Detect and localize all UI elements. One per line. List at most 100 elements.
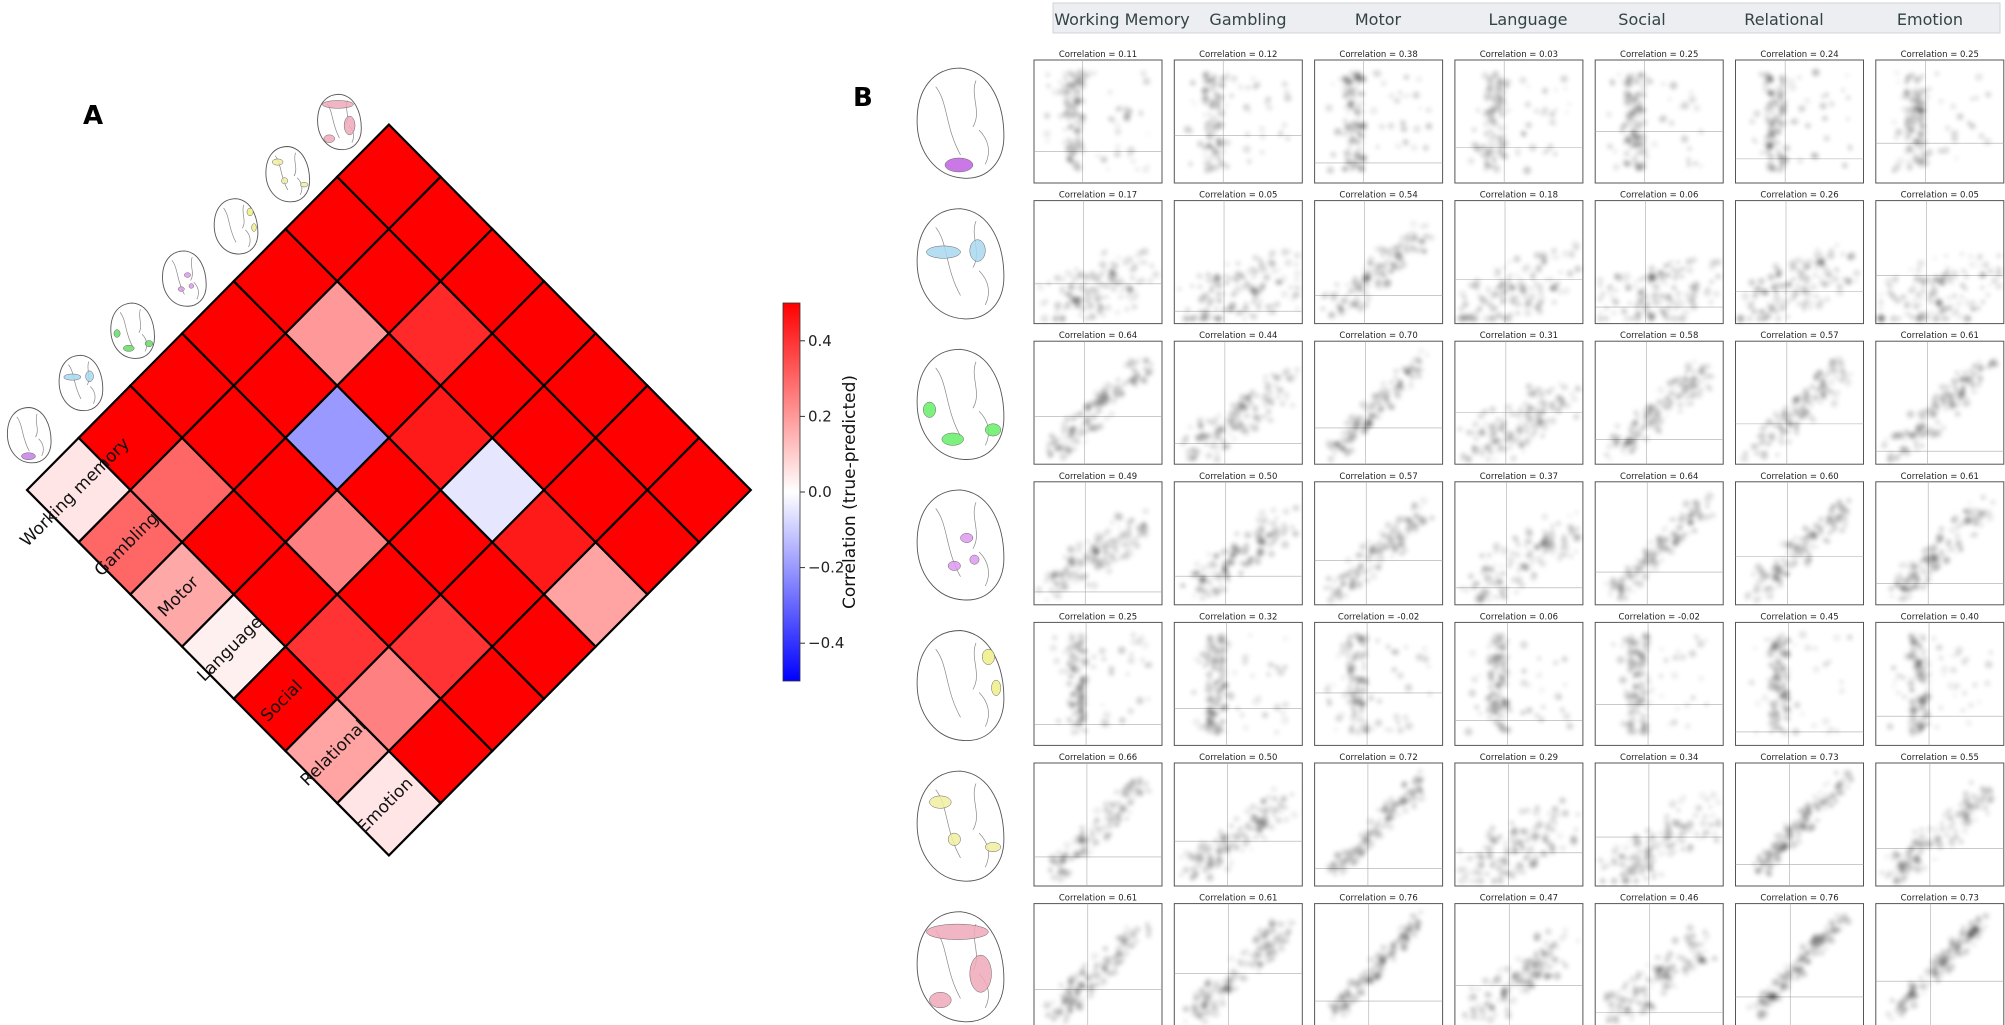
scatter-cell: Correlation = 0.38 bbox=[1314, 50, 1444, 184]
scatter-frame bbox=[1173, 481, 1303, 606]
scatter-cell: Correlation = 0.11 bbox=[1033, 50, 1163, 184]
colorbar-label: Correlation (true-predicted) bbox=[840, 375, 860, 609]
density-blobs bbox=[1885, 912, 1991, 1022]
brain-thumbnail-b bbox=[916, 770, 1005, 882]
scatter-cell: Correlation = 0.12 bbox=[1173, 50, 1303, 184]
scatter-cell: Correlation = 0.06 bbox=[1594, 191, 1724, 325]
scatter-cell: Correlation = 0.54 bbox=[1314, 191, 1444, 325]
correlation-label: Correlation = 0.05 bbox=[1199, 191, 1277, 201]
scatter-frame bbox=[1173, 621, 1303, 746]
scatter-cell: Correlation = 0.57 bbox=[1314, 472, 1444, 606]
density-blobs bbox=[1036, 247, 1160, 323]
correlation-label: Correlation = 0.61 bbox=[1199, 894, 1277, 904]
correlation-label: Correlation = -0.02 bbox=[1619, 612, 1700, 622]
correlation-label: Correlation = 0.18 bbox=[1480, 191, 1558, 201]
correlation-label: Correlation = 0.50 bbox=[1199, 472, 1277, 482]
scatter-frame bbox=[1875, 340, 2005, 465]
scatter-cell: Correlation = -0.02 bbox=[1314, 612, 1444, 746]
scatter-cell: Correlation = 0.40 bbox=[1875, 612, 2005, 746]
colorbar-tick-label: 0.0 bbox=[808, 483, 832, 501]
density-blobs bbox=[1035, 508, 1149, 602]
scatter-cell: Correlation = 0.58 bbox=[1594, 331, 1724, 465]
scatter-frame bbox=[1033, 621, 1163, 746]
density-blobs bbox=[1879, 780, 1996, 885]
column-header: Language bbox=[1489, 10, 1568, 29]
density-blobs bbox=[1744, 498, 1852, 604]
density-blobs bbox=[1179, 504, 1300, 602]
colorbar-tick-label: 0.4 bbox=[808, 332, 832, 350]
brain-thumbnail-a bbox=[162, 250, 207, 307]
density-blobs bbox=[1320, 220, 1435, 320]
density-blobs bbox=[1739, 355, 1853, 462]
density-blobs bbox=[1456, 797, 1580, 885]
region-thumbnails-a bbox=[6, 93, 362, 464]
correlation-label: Correlation = 0.57 bbox=[1339, 472, 1417, 482]
scatter-frame bbox=[1173, 59, 1303, 184]
scatter-cell: Correlation = 0.17 bbox=[1033, 191, 1163, 325]
column-header: Working Memory bbox=[1054, 10, 1189, 29]
density-blobs bbox=[1328, 909, 1424, 1022]
density-blobs bbox=[1324, 632, 1433, 736]
correlation-label: Correlation = 0.50 bbox=[1199, 753, 1277, 763]
density-blobs bbox=[1597, 791, 1722, 885]
density-blobs bbox=[1611, 631, 1709, 736]
correlation-label: Correlation = 0.66 bbox=[1059, 753, 1137, 763]
density-blobs bbox=[1177, 248, 1301, 323]
correlation-label: Correlation = 0.73 bbox=[1901, 894, 1979, 904]
correlation-label: Correlation = 0.46 bbox=[1620, 894, 1698, 904]
scatter-cell: Correlation = 0.32 bbox=[1173, 612, 1303, 746]
scatter-cell: Correlation = 0.61 bbox=[1875, 472, 2005, 606]
density-blobs bbox=[1881, 358, 1999, 463]
density-blobs bbox=[1325, 768, 1426, 877]
scatter-cell: Correlation = 0.34 bbox=[1594, 753, 1724, 887]
correlation-label: Correlation = 0.37 bbox=[1480, 472, 1558, 482]
scatter-cell: Correlation = 0.25 bbox=[1594, 50, 1724, 184]
scatter-cell: Correlation = 0.24 bbox=[1735, 50, 1864, 184]
colorbar: −0.4 −0.2 0.0 0.2 0.4 Correlation (true-pred… bbox=[782, 302, 860, 682]
density-blobs bbox=[1891, 70, 1992, 174]
correlation-label: Correlation = 0.73 bbox=[1760, 753, 1838, 763]
density-blobs bbox=[1191, 633, 1290, 737]
density-blobs bbox=[1603, 924, 1718, 1025]
correlation-label: Correlation = 0.06 bbox=[1480, 612, 1558, 622]
scatter-cell: Correlation = 0.45 bbox=[1735, 612, 1864, 746]
density-blobs bbox=[1606, 71, 1704, 172]
brain-thumbnail-a bbox=[58, 354, 104, 412]
colorbar-tick-label: −0.2 bbox=[808, 559, 844, 577]
colorbar-bar bbox=[782, 302, 801, 682]
correlation-label: Correlation = 0.05 bbox=[1901, 191, 1979, 201]
correlation-label: Correlation = 0.11 bbox=[1059, 50, 1137, 60]
correlation-label: Correlation = 0.17 bbox=[1059, 191, 1137, 201]
scatter-cell: Correlation = 0.50 bbox=[1173, 753, 1303, 887]
correlation-label: Correlation = 0.29 bbox=[1480, 753, 1558, 763]
scatter-frame bbox=[1314, 59, 1444, 184]
brain-thumbnail-a bbox=[110, 302, 155, 359]
correlation-label: Correlation = 0.32 bbox=[1199, 612, 1277, 622]
scatter-cell: Correlation = 0.05 bbox=[1875, 191, 2005, 325]
density-blobs bbox=[1045, 356, 1154, 461]
density-blobs bbox=[1183, 71, 1292, 174]
correlation-label: Correlation = 0.25 bbox=[1059, 612, 1137, 622]
scatter-cell: Correlation = 0.61 bbox=[1033, 894, 1163, 1025]
correlation-label: Correlation = 0.03 bbox=[1480, 50, 1558, 60]
density-blobs bbox=[1462, 927, 1580, 1024]
panel-a-label: A bbox=[83, 101, 103, 131]
scatter-cell: Correlation = 0.26 bbox=[1735, 191, 1864, 325]
density-blobs bbox=[1325, 69, 1433, 174]
density-blobs bbox=[1459, 510, 1581, 604]
correlation-label: Correlation = 0.61 bbox=[1901, 472, 1979, 482]
correlation-label: Correlation = 0.60 bbox=[1760, 472, 1838, 482]
correlation-label: Correlation = -0.02 bbox=[1338, 612, 1419, 622]
density-blobs bbox=[1049, 631, 1153, 736]
density-blobs bbox=[1323, 496, 1435, 604]
scatter-cell: Correlation = 0.60 bbox=[1735, 472, 1864, 606]
correlation-label: Correlation = 0.61 bbox=[1059, 894, 1137, 904]
scatter-cell: Correlation = 0.46 bbox=[1594, 894, 1724, 1025]
scatter-frame bbox=[1875, 621, 2005, 746]
brain-thumbnail-b bbox=[916, 208, 1005, 320]
density-blobs bbox=[1325, 348, 1429, 463]
density-blobs bbox=[1748, 630, 1853, 736]
scatter-cell: Correlation = 0.64 bbox=[1594, 472, 1724, 606]
scatter-frame bbox=[1033, 762, 1163, 887]
